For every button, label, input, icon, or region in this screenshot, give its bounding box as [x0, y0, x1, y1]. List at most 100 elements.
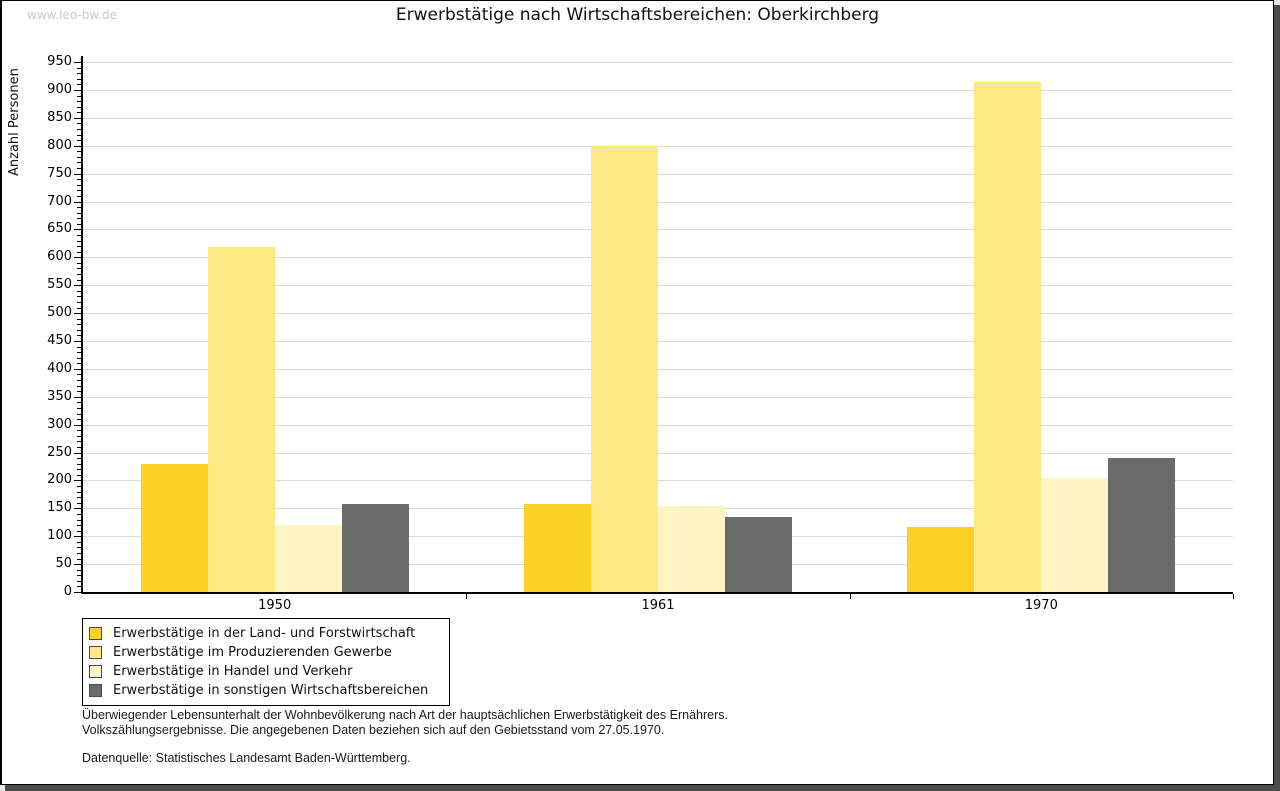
- y-minor-tick: [77, 402, 81, 404]
- y-minor-tick: [77, 575, 81, 577]
- y-minor-tick: [77, 301, 81, 303]
- gridline: [83, 257, 1233, 259]
- legend-label: Erwerbstätige in der Land- und Forstwirt…: [113, 626, 416, 641]
- gridline: [83, 368, 1233, 370]
- y-minor-tick: [77, 324, 81, 326]
- y-tick-label: 50: [55, 556, 72, 572]
- y-minor-tick: [77, 491, 81, 493]
- y-minor-tick: [77, 385, 81, 387]
- y-minor-tick: [77, 84, 81, 86]
- gridline: [83, 173, 1233, 175]
- y-minor-tick: [77, 380, 81, 381]
- y-minor-tick: [77, 106, 81, 108]
- bar: [658, 506, 725, 592]
- y-minor-tick: [77, 346, 81, 348]
- gridline: [83, 229, 1233, 231]
- y-minor-tick: [77, 140, 81, 142]
- legend-swatch-icon: [89, 627, 102, 640]
- bar: [1108, 458, 1176, 592]
- y-minor-tick: [77, 67, 81, 69]
- y-tick-label: 450: [47, 332, 72, 348]
- gridline: [83, 313, 1233, 315]
- y-minor-tick: [77, 374, 81, 376]
- gridline: [83, 480, 1233, 482]
- y-minor-tick: [77, 519, 81, 521]
- x-axis-line: [81, 592, 1233, 594]
- y-tick-label: 750: [47, 165, 72, 181]
- y-major-tick: [74, 285, 81, 287]
- y-minor-tick: [77, 73, 81, 75]
- y-minor-tick: [77, 469, 81, 471]
- y-minor-tick: [77, 441, 81, 443]
- gridline: [83, 424, 1233, 426]
- y-tick-label: 350: [47, 388, 72, 404]
- y-tick-label: 200: [47, 472, 72, 488]
- y-tick-label: 850: [47, 109, 72, 125]
- y-major-tick: [74, 508, 81, 510]
- x-axis-tick: [849, 594, 851, 599]
- y-minor-tick: [77, 413, 81, 415]
- legend-swatch-icon: [89, 646, 102, 659]
- x-axis-tick: [1233, 594, 1234, 599]
- gridline: [83, 89, 1233, 91]
- gridline: [83, 340, 1233, 342]
- y-minor-tick: [77, 162, 81, 164]
- gridline: [83, 285, 1233, 287]
- footnote-line-1: Überwiegender Lebensunterhalt der Wohnbe…: [82, 708, 728, 722]
- bar: [591, 145, 658, 592]
- gridline: [83, 117, 1233, 119]
- y-minor-tick: [77, 279, 81, 281]
- y-tick-label: 100: [47, 528, 72, 544]
- bar: [974, 81, 1042, 592]
- y-tick-label: 0: [63, 584, 72, 599]
- footnote-text: Überwiegender Lebensunterhalt der Wohnbe…: [82, 708, 982, 738]
- y-minor-tick: [77, 190, 81, 192]
- y-minor-tick: [77, 184, 81, 186]
- y-minor-tick: [77, 307, 81, 309]
- footnote-line-2: Volkszählungsergebnisse. Die angegebenen…: [82, 723, 665, 737]
- y-minor-tick: [77, 446, 81, 448]
- y-major-tick: [74, 452, 81, 454]
- y-minor-tick: [77, 552, 81, 554]
- y-minor-tick: [77, 391, 81, 393]
- bar: [207, 247, 275, 592]
- y-minor-tick: [77, 134, 81, 136]
- y-major-tick: [74, 396, 81, 398]
- y-minor-tick: [77, 497, 81, 499]
- y-minor-tick: [77, 352, 81, 354]
- bar: [524, 504, 591, 592]
- y-major-tick: [74, 424, 81, 426]
- y-major-tick: [74, 536, 81, 538]
- x-tick-label: 1961: [641, 598, 675, 613]
- y-minor-tick: [77, 530, 81, 532]
- y-major-tick: [74, 340, 81, 342]
- y-minor-tick: [77, 329, 81, 331]
- frame-shadow-right: [1274, 5, 1280, 791]
- y-tick-label: 300: [47, 416, 72, 432]
- gridline: [83, 396, 1233, 398]
- y-major-tick: [74, 145, 81, 147]
- y-minor-tick: [77, 357, 81, 359]
- legend-row: Erwerbstätige in der Land- und Forstwirt…: [89, 624, 443, 643]
- y-minor-tick: [77, 290, 81, 292]
- gridline: [83, 201, 1233, 203]
- y-minor-tick: [77, 128, 81, 130]
- y-minor-tick: [77, 580, 81, 582]
- legend-label: Erwerbstätige in sonstigen Wirtschaftsbe…: [113, 683, 429, 698]
- legend-swatch-icon: [89, 665, 102, 678]
- y-minor-tick: [77, 179, 81, 181]
- bar: [1041, 477, 1109, 592]
- y-major-tick: [74, 564, 81, 566]
- y-minor-tick: [77, 474, 81, 476]
- y-tick-label: 600: [47, 249, 72, 265]
- y-minor-tick: [77, 246, 81, 248]
- y-major-tick: [74, 368, 81, 370]
- y-tick-label: 950: [47, 54, 72, 69]
- y-axis-line: [81, 56, 83, 594]
- y-minor-tick: [77, 168, 81, 169]
- y-minor-tick: [77, 463, 81, 465]
- y-minor-tick: [77, 274, 81, 275]
- y-minor-tick: [77, 268, 81, 270]
